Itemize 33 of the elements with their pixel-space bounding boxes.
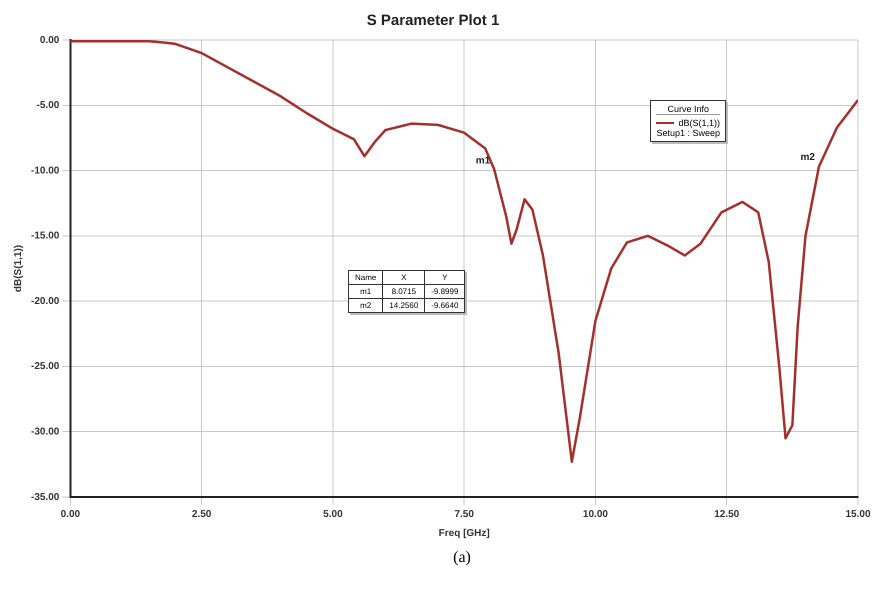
legend-label: dB(S(1,1)): [678, 118, 720, 128]
annotation: m1: [348, 284, 383, 298]
y-tick-label: -25.00: [30, 361, 60, 372]
y-tick-label: -10.00: [30, 165, 60, 176]
x-tick-label: 0.00: [60, 508, 81, 520]
x-tick-label: 12.50: [714, 508, 740, 520]
x-tick-label: 7.50: [454, 508, 474, 520]
text: (a): [452, 549, 472, 567]
x-tick-label: 2.50: [192, 508, 212, 520]
annotation: m2: [800, 152, 816, 164]
y-tick-label: -35.00: [30, 492, 60, 503]
annotation: Name: [348, 270, 383, 284]
x-tick-label: 15.00: [845, 508, 871, 520]
annotation: 8.0715: [382, 284, 425, 298]
y-axis-title: dB(S(1,1)): [12, 244, 24, 292]
legend-title: Curve Info: [656, 104, 720, 115]
annotation: Setup1 : Sweep: [656, 128, 720, 138]
y-tick-label: -20.00: [30, 296, 60, 307]
x-tick-label: 5.00: [323, 508, 344, 520]
y-tick-label: -5.00: [36, 100, 60, 112]
annotation: -9.6640: [424, 298, 465, 312]
x-tick-label: 10.00: [582, 508, 608, 520]
x-axis-title: Freq [GHz]: [438, 528, 490, 539]
annotation: Y: [424, 270, 465, 284]
annotation: -9.8999: [424, 284, 465, 298]
annotation: m1: [476, 155, 491, 166]
y-tick-label: -15.00: [30, 230, 60, 242]
annotation: m2: [348, 298, 383, 312]
chart-title: S Parameter Plot 1: [366, 12, 500, 30]
annotation: 14.2560: [382, 298, 425, 312]
y-tick-label: 0.00: [40, 34, 60, 46]
y-tick-label: -30.00: [30, 426, 60, 438]
annotation: X: [382, 270, 425, 284]
